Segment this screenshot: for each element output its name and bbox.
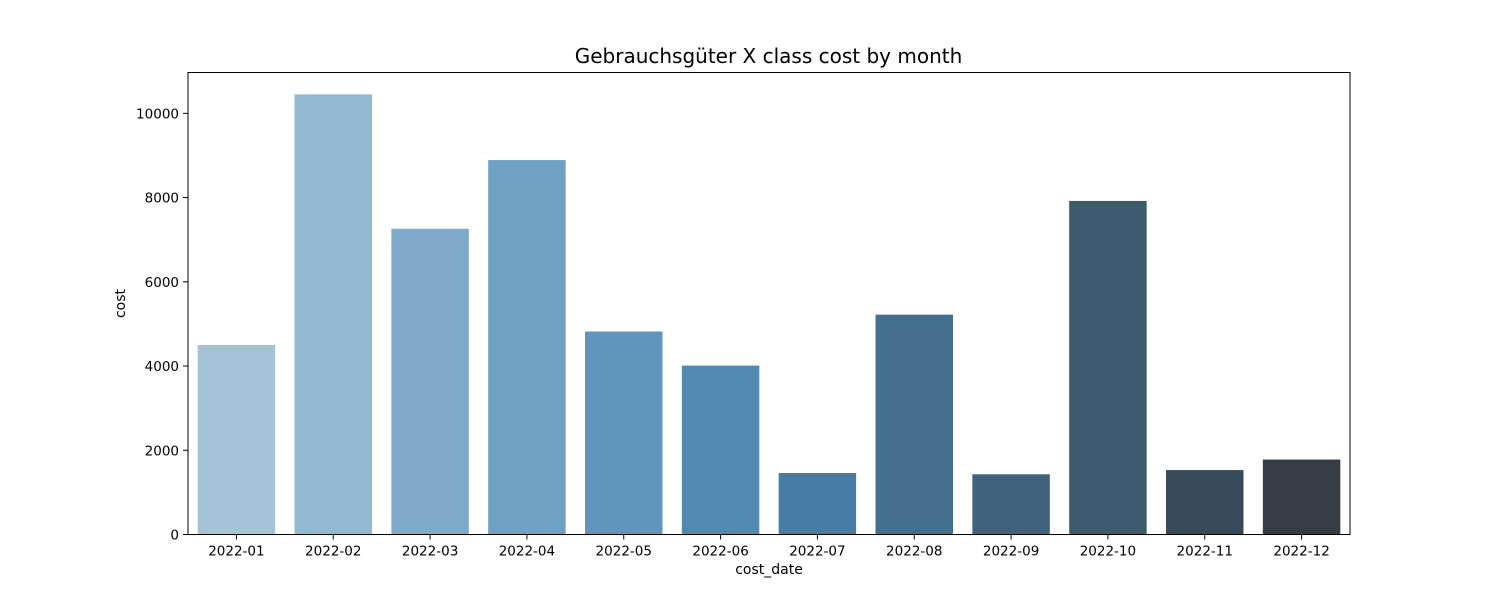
x-tick-label: 2022-02 — [305, 544, 361, 560]
y-tick-label: 4000 — [145, 359, 179, 375]
bar-2022-02 — [294, 94, 372, 535]
y-tick-label: 0 — [170, 528, 179, 544]
y-axis-label: cost — [113, 288, 129, 318]
x-tick-label: 2022-04 — [499, 544, 555, 560]
bar-2022-10 — [1069, 200, 1147, 535]
bar-2022-03 — [391, 228, 469, 535]
x-axis-label: cost_date — [735, 562, 803, 578]
plot-frame — [187, 72, 1351, 535]
x-tick-label: 2022-06 — [692, 544, 748, 560]
bar-2022-08 — [875, 314, 953, 535]
x-tick-label: 2022-09 — [983, 544, 1039, 560]
bar-2022-12 — [1262, 459, 1341, 535]
x-tick-label: 2022-03 — [402, 544, 458, 560]
x-tick-label: 2022-07 — [789, 544, 845, 560]
y-tick-label: 8000 — [145, 191, 179, 207]
x-tick-label: 2022-01 — [208, 544, 264, 560]
bar-2022-07 — [778, 473, 857, 535]
x-axis: 2022-01 2022-02 2022-03 2022-04 2022-05 2022-… — [208, 534, 1330, 560]
bar-2022-04 — [488, 160, 566, 535]
x-tick-label: 2022-05 — [596, 544, 652, 560]
y-tick-label: 6000 — [145, 275, 179, 291]
bar-2022-09 — [972, 474, 1050, 535]
chart-title: Gebrauchsgüter X class cost by month — [575, 44, 963, 68]
x-tick-label: 2022-08 — [886, 544, 942, 560]
bar-2022-06 — [681, 365, 760, 535]
x-tick-label: 2022-11 — [1177, 544, 1233, 560]
bar-2022-01 — [197, 344, 276, 535]
x-tick-label: 2022-12 — [1273, 544, 1329, 560]
x-tick-label: 2022-10 — [1080, 544, 1136, 560]
bar-2022-05 — [585, 331, 663, 535]
bars-layer — [197, 94, 1341, 535]
bar-2022-11 — [1166, 470, 1244, 535]
y-axis: 0 2000 4000 6000 8000 10000 — [136, 106, 188, 544]
y-tick-label: 2000 — [145, 443, 179, 459]
y-tick-label: 10000 — [136, 106, 179, 122]
